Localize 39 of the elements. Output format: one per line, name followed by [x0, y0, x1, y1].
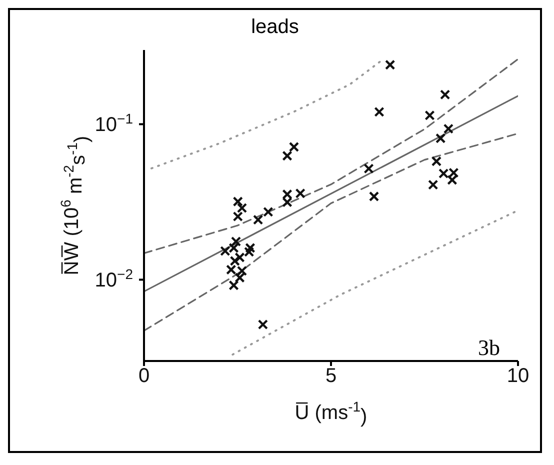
point [234, 252, 245, 263]
line-series [144, 58, 518, 254]
x-tick-label: 0 [138, 365, 150, 388]
point [364, 164, 374, 174]
point [244, 246, 254, 257]
x-tick-label: 5 [325, 365, 337, 388]
line-series [144, 132, 518, 332]
point [447, 174, 458, 186]
point [232, 211, 243, 222]
point [230, 236, 242, 247]
point [232, 196, 243, 207]
point [245, 242, 256, 254]
point [431, 156, 442, 166]
point [230, 256, 240, 266]
point [424, 110, 435, 120]
point [282, 150, 292, 161]
point [288, 142, 300, 152]
point [368, 191, 380, 202]
point [295, 188, 306, 198]
point [443, 124, 454, 134]
x-axis-title: U̅ (ms$^{-1}$) [294, 398, 368, 428]
point [282, 189, 292, 200]
point [258, 319, 268, 330]
point [263, 206, 274, 217]
x-tick-label: 10 [506, 365, 530, 388]
point [384, 60, 396, 70]
point [374, 106, 384, 117]
point [428, 180, 438, 190]
point [440, 89, 450, 100]
chart-title: leads [250, 16, 300, 39]
point [252, 214, 264, 225]
point [228, 280, 239, 290]
y-tick-label: 10$^{−1}$ [94, 110, 134, 136]
point [435, 133, 446, 144]
annotation: 3b [478, 335, 500, 361]
point [236, 202, 248, 214]
point [282, 197, 292, 208]
y-tick-label: 10$^{−2}$ [94, 266, 134, 292]
point [234, 272, 245, 283]
